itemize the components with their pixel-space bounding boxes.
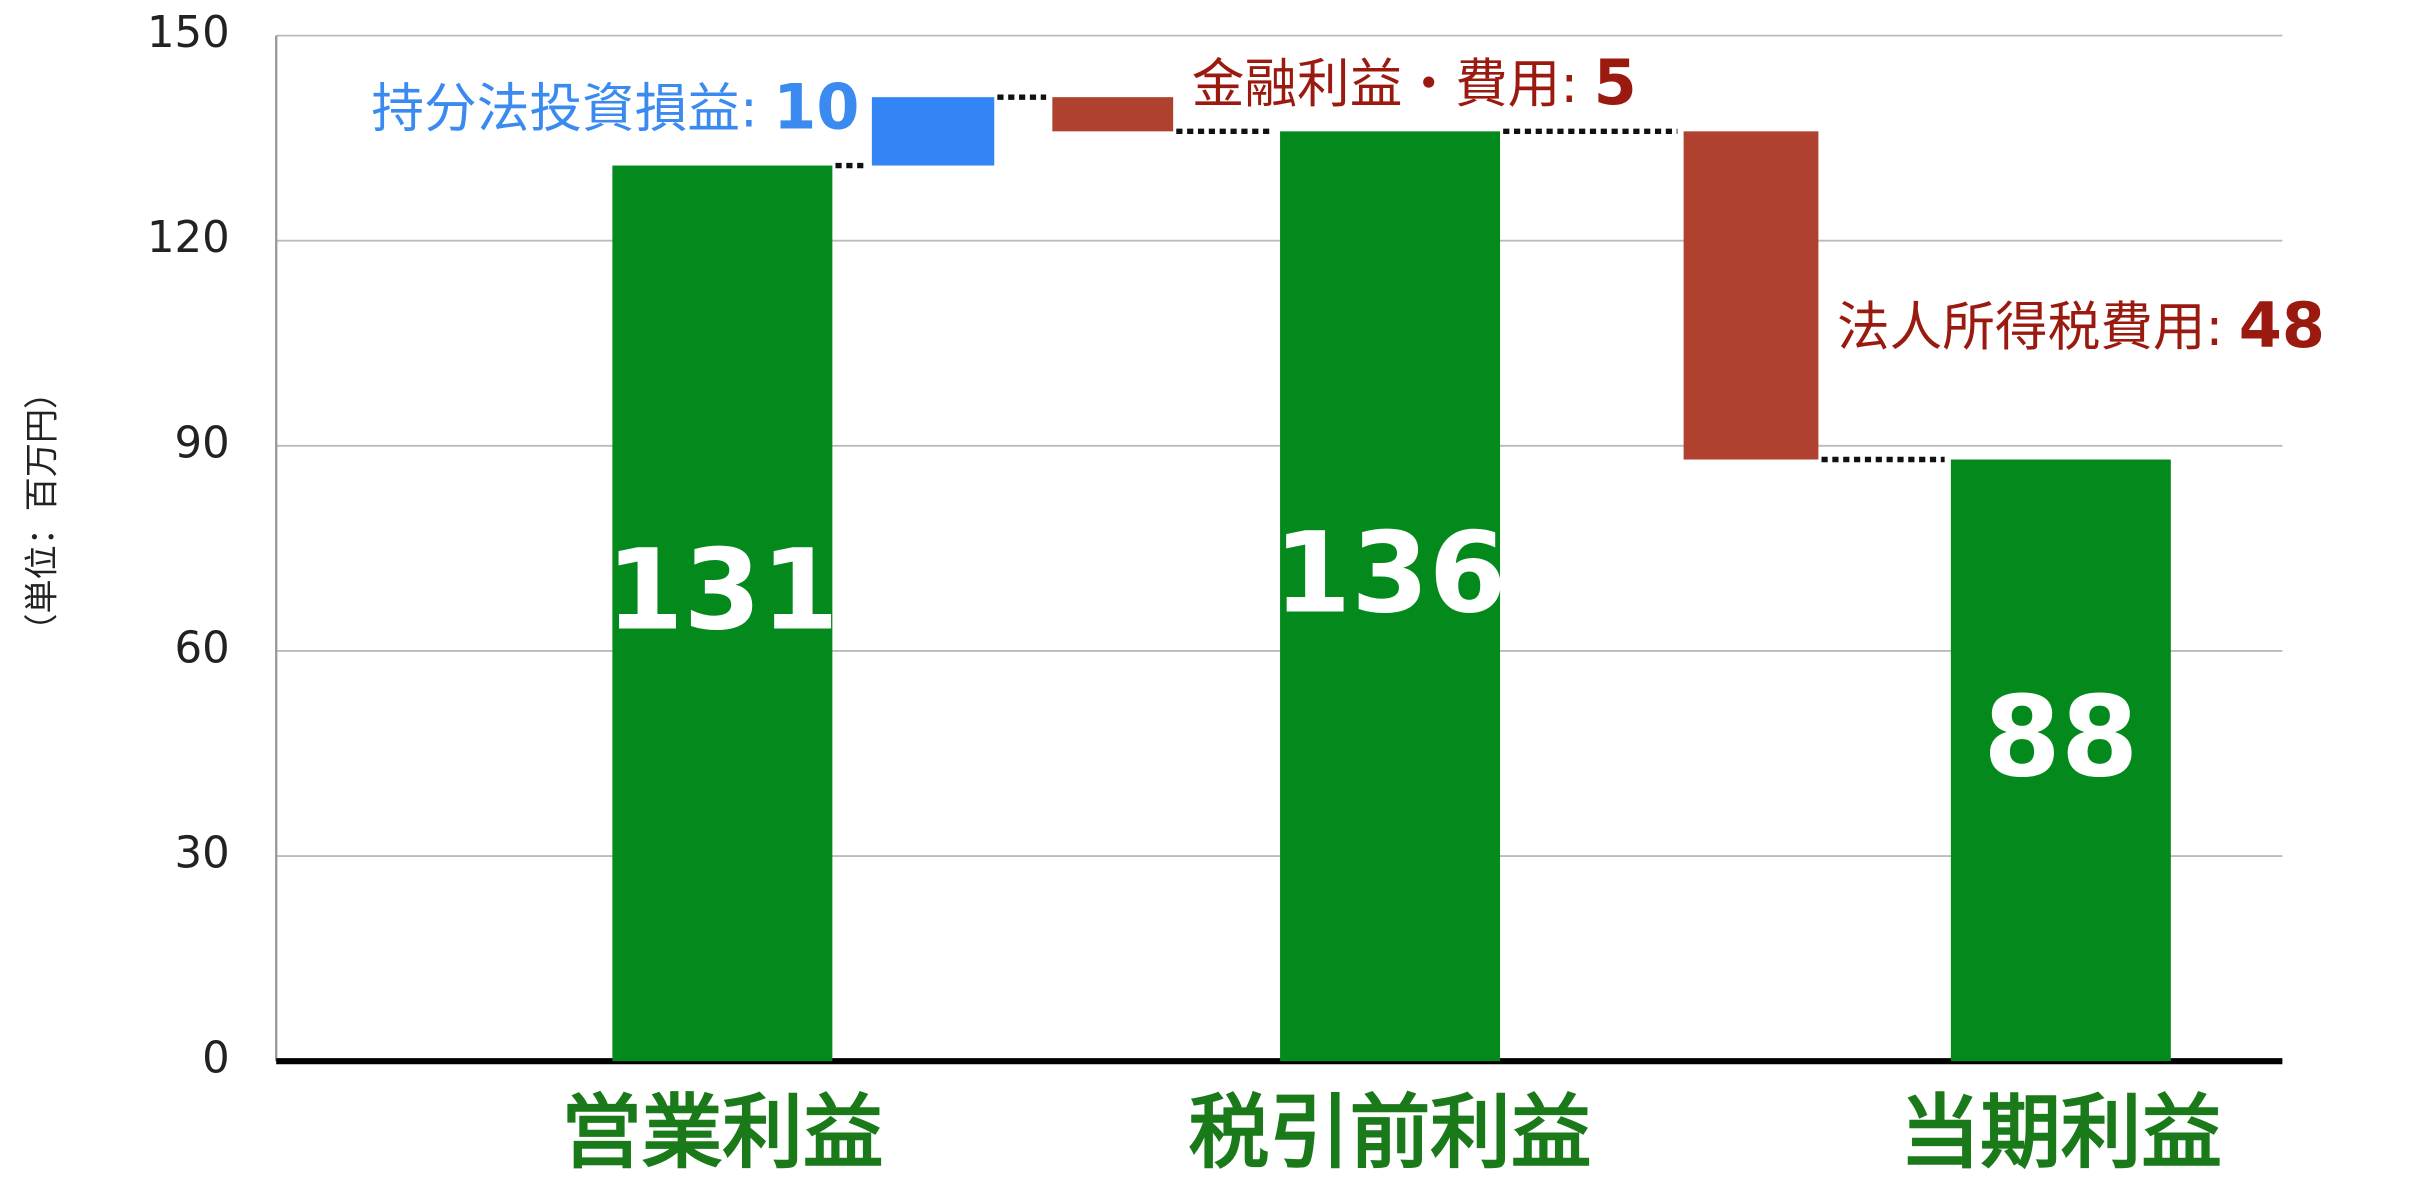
bar xyxy=(871,97,995,166)
increment-name: 持分法投資損益: xyxy=(371,78,757,139)
increment-label: 法人所得税費用: 48 xyxy=(1837,289,2325,362)
value-label: 131 xyxy=(606,526,839,656)
x-tick-label: 営業利益 xyxy=(561,1086,883,1180)
y-axis-label: （単位：百万円） xyxy=(22,375,62,648)
y-tick-label: 0 xyxy=(202,1034,230,1084)
bar xyxy=(612,165,833,1062)
x-tick-label: 当期利益 xyxy=(1900,1086,2222,1180)
increment-value: 5 xyxy=(1594,46,1637,119)
y-tick-label: 150 xyxy=(147,8,230,58)
increment-value: 48 xyxy=(2239,289,2325,362)
bar xyxy=(1950,459,2171,1062)
value-label: 88 xyxy=(1983,673,2138,803)
y-tick-label: 60 xyxy=(175,623,230,673)
increment-label: 持分法投資損益: 10 xyxy=(371,71,859,144)
bar xyxy=(1683,131,1819,460)
increment-value: 10 xyxy=(773,71,859,144)
y-tick-label: 90 xyxy=(175,418,230,468)
bar xyxy=(1280,131,1501,1062)
increment-name: 金融利益・費用: xyxy=(1192,53,1578,114)
increment-label: 金融利益・費用: 5 xyxy=(1192,46,1637,119)
bar xyxy=(1052,97,1174,132)
increment-name: 法人所得税費用: xyxy=(1837,297,2223,358)
y-tick-label: 120 xyxy=(147,213,230,263)
value-label: 136 xyxy=(1274,509,1507,639)
y-tick-label: 30 xyxy=(175,829,230,879)
x-tick-label: 税引前利益 xyxy=(1189,1086,1592,1180)
